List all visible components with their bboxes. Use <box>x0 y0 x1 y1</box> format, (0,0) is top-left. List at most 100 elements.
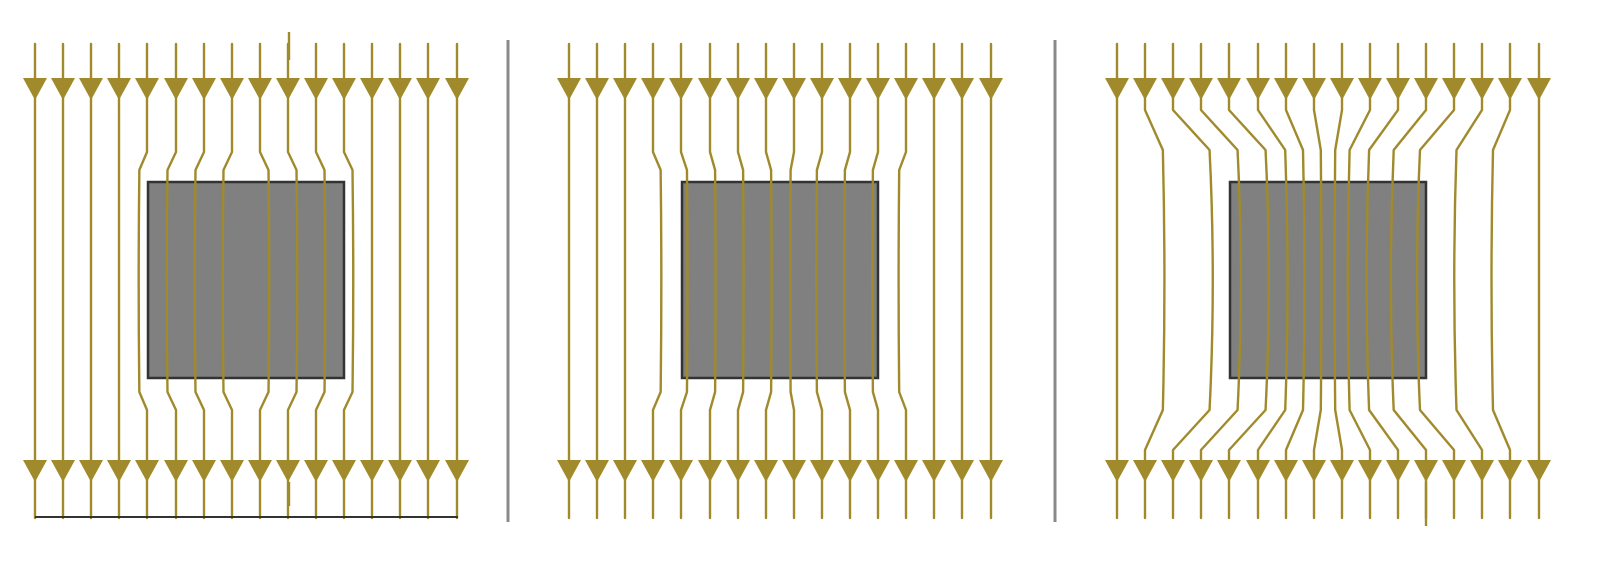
field-line <box>815 42 824 520</box>
arrow-head <box>192 78 216 100</box>
field-line <box>1227 42 1270 520</box>
field-line <box>1415 42 1456 520</box>
field-line <box>221 42 234 520</box>
arrow-head <box>979 460 1003 482</box>
arrow-head <box>866 460 890 482</box>
arrow-head <box>754 78 778 100</box>
field-line <box>708 42 717 520</box>
arrow-head <box>304 460 328 482</box>
arrow-head <box>641 460 665 482</box>
arrow-head <box>1442 460 1466 482</box>
field-line <box>193 42 206 520</box>
arrow-head <box>445 78 469 100</box>
field-line <box>871 42 880 520</box>
arrow-head <box>1274 460 1298 482</box>
arrow-head <box>950 78 974 100</box>
field-line <box>736 42 745 520</box>
arrow-head <box>1161 460 1185 482</box>
field-line <box>1312 42 1323 520</box>
arrow-head <box>557 460 581 482</box>
arrow-head <box>1527 78 1551 100</box>
arrow-head <box>416 460 440 482</box>
arrow-head <box>107 78 131 100</box>
arrow-head <box>950 460 974 482</box>
arrow-head <box>276 78 300 100</box>
arrow-head <box>894 78 918 100</box>
arrow-head <box>416 78 440 100</box>
arrow-head <box>220 78 244 100</box>
panel-weak-concentration <box>23 32 469 520</box>
arrow-head <box>557 78 581 100</box>
arrow-head <box>1161 78 1185 100</box>
arrow-head <box>894 460 918 482</box>
arrow-head <box>1105 78 1129 100</box>
arrow-head <box>51 78 75 100</box>
field-line <box>1365 42 1400 520</box>
arrow-head <box>1217 78 1241 100</box>
arrow-head <box>388 460 412 482</box>
field-line <box>1171 42 1214 520</box>
arrow-head <box>613 460 637 482</box>
arrow-head <box>360 460 384 482</box>
arrow-head <box>1470 78 1494 100</box>
field-line <box>651 42 663 520</box>
field-line <box>843 42 852 520</box>
arrow-head <box>1498 460 1522 482</box>
arrow-head <box>782 78 806 100</box>
arrow-head <box>304 78 328 100</box>
arrow-head <box>698 460 722 482</box>
field-line <box>165 42 178 520</box>
arrow-head <box>1246 460 1270 482</box>
arrow-head <box>838 78 862 100</box>
arrow-head <box>866 78 890 100</box>
arrow-head <box>613 78 637 100</box>
field-line <box>1143 42 1166 520</box>
arrow-head <box>1189 460 1213 482</box>
field-line <box>314 42 327 520</box>
arrow-head <box>810 460 834 482</box>
arrow-head <box>276 460 300 482</box>
arrow-head <box>698 78 722 100</box>
arrow-head <box>445 460 469 482</box>
arrow-head <box>585 460 609 482</box>
field-line <box>897 42 908 520</box>
arrow-head <box>1246 78 1270 100</box>
arrow-head <box>585 78 609 100</box>
arrow-head <box>1442 78 1466 100</box>
arrow-head <box>922 78 946 100</box>
arrow-head <box>754 460 778 482</box>
arrow-head <box>669 460 693 482</box>
field-line <box>1389 42 1428 520</box>
arrow-head <box>164 78 188 100</box>
arrow-head <box>388 78 412 100</box>
arrow-head <box>164 460 188 482</box>
arrow-head <box>1133 78 1157 100</box>
field-line <box>1453 42 1484 520</box>
arrow-head <box>79 78 103 100</box>
arrow-head <box>641 78 665 100</box>
arrow-head <box>192 460 216 482</box>
field-line <box>1490 42 1512 520</box>
arrow-head <box>1330 460 1354 482</box>
field-line <box>1333 42 1344 520</box>
arrow-head <box>1358 460 1382 482</box>
material-block <box>1228 180 1428 380</box>
arrow-head <box>726 78 750 100</box>
arrow-head <box>782 460 806 482</box>
field-line <box>1256 42 1289 520</box>
arrow-head <box>1527 460 1551 482</box>
arrow-head <box>1470 460 1494 482</box>
arrow-head <box>979 78 1003 100</box>
arrow-head <box>51 460 75 482</box>
arrow-head <box>135 78 159 100</box>
arrow-head <box>1133 460 1157 482</box>
arrow-head <box>332 460 356 482</box>
arrow-head <box>23 460 47 482</box>
field-line <box>286 42 299 520</box>
arrow-head <box>1386 78 1410 100</box>
arrow-head <box>838 460 862 482</box>
arrow-head <box>1105 460 1129 482</box>
panel-strong-concentration <box>1105 42 1551 526</box>
field-line <box>1284 42 1306 520</box>
field-line <box>764 42 773 520</box>
